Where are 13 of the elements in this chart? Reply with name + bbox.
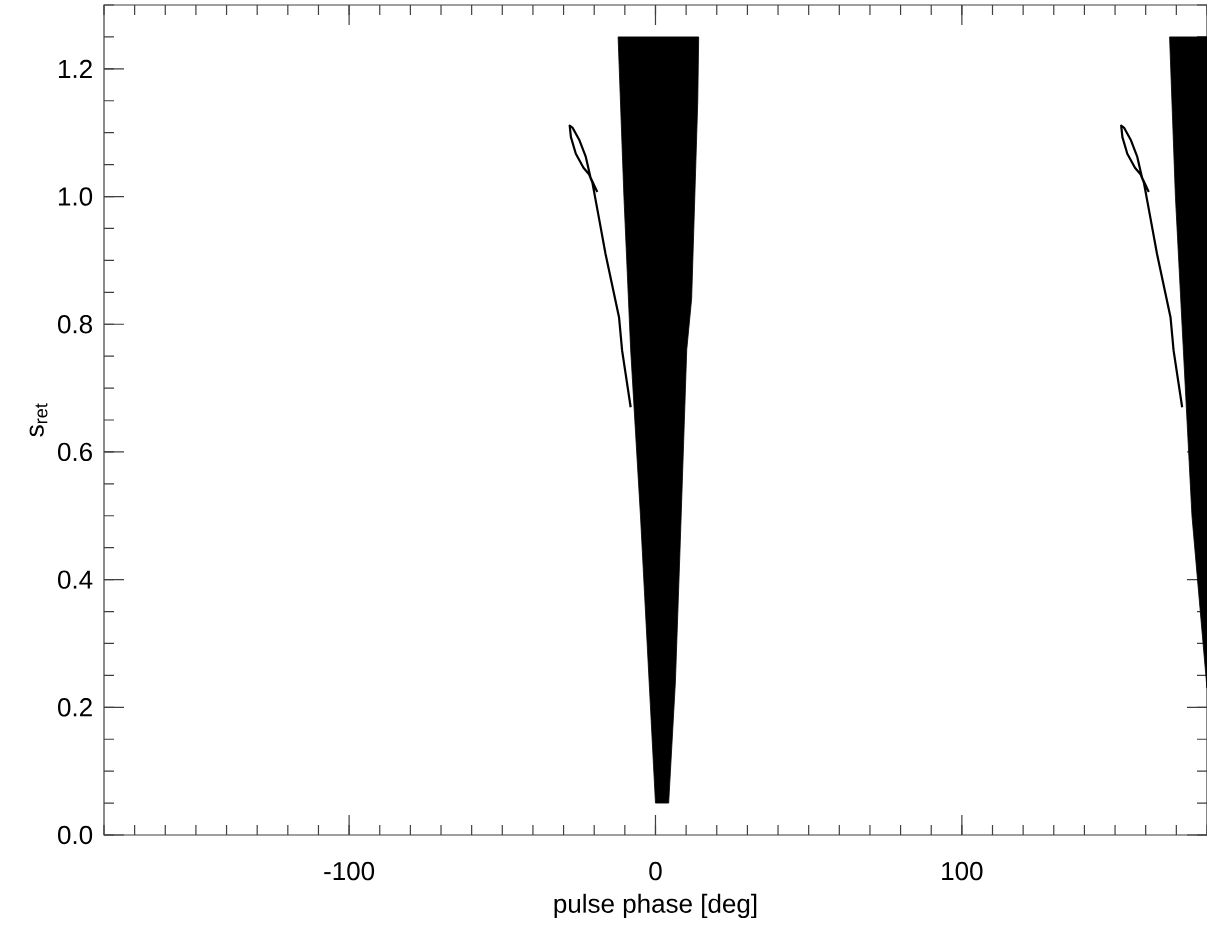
y-tick-label: 1.2 (58, 59, 92, 78)
x-tick-label: -100 (324, 861, 375, 881)
x-tick-label: 0 (649, 861, 662, 881)
y-tick-label: 0.2 (58, 698, 92, 717)
y-tick-label: 0.8 (58, 315, 92, 334)
x-tick-label: 100 (942, 861, 983, 881)
y-tick-label: 0.6 (58, 442, 92, 462)
y-axis-title: s$_{ret}$ (29, 403, 48, 437)
y-tick-label: 0.0 (58, 825, 93, 845)
y-tick-label: 1.0 (58, 187, 93, 206)
x-axis-title: pulse phase [deg] (554, 893, 757, 919)
y-tick-label: 0.4 (58, 570, 93, 589)
line-series (1120, 124, 1184, 409)
